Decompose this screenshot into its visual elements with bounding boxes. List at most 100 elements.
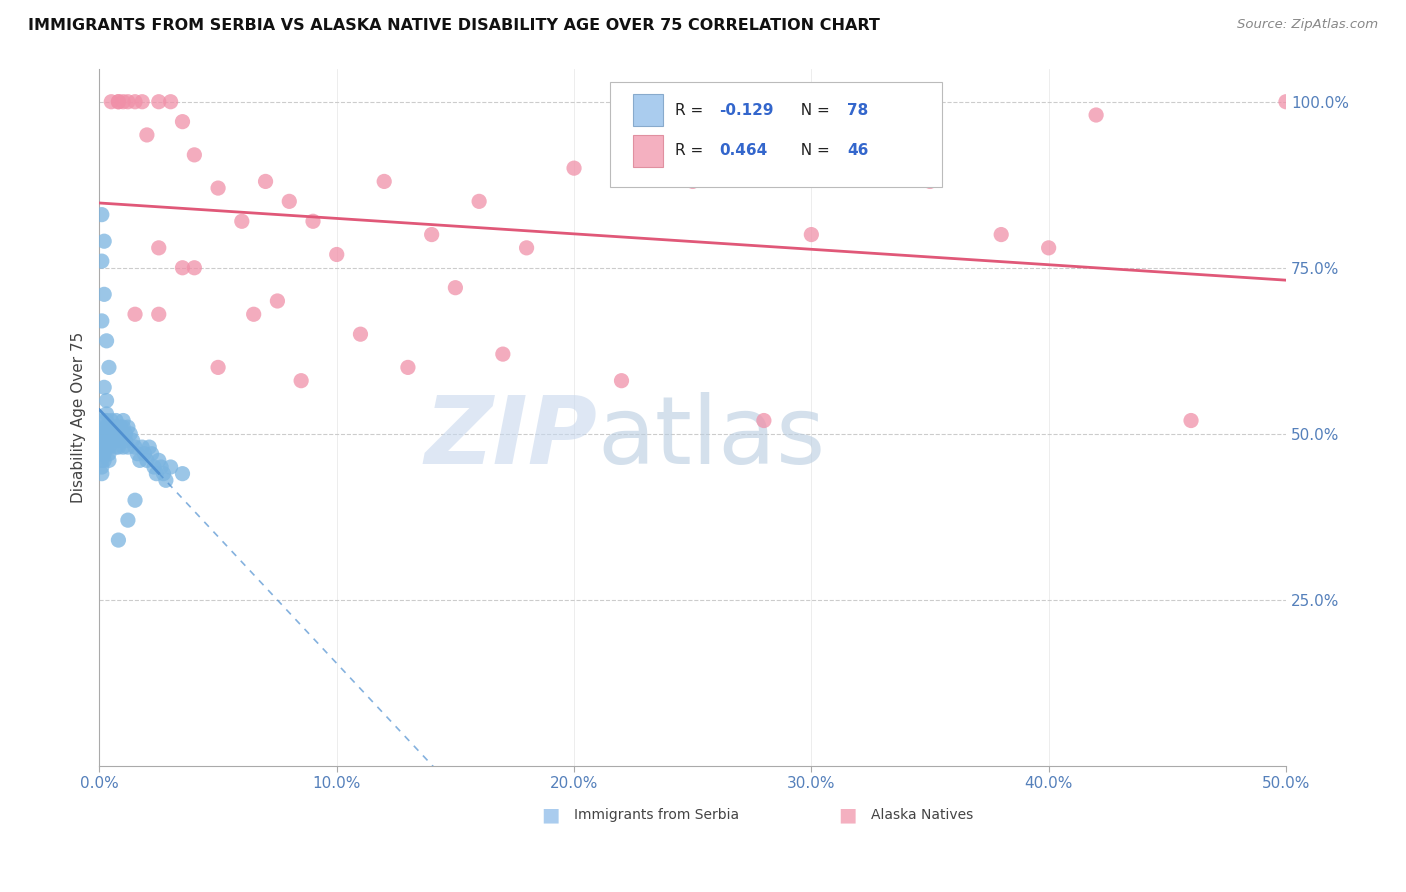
- Point: [93, 434, 115, 448]
- Text: N =: N =: [792, 103, 835, 118]
- Point: [114, 426, 136, 441]
- Point: [183, 148, 205, 162]
- Point: [93, 380, 115, 394]
- Point: [145, 467, 167, 481]
- Point: [107, 95, 129, 109]
- Point: [90, 460, 112, 475]
- Text: Source: ZipAtlas.com: Source: ZipAtlas.com: [1237, 18, 1378, 31]
- Text: 78: 78: [846, 103, 868, 118]
- Point: [93, 234, 115, 248]
- Text: R =: R =: [675, 144, 709, 158]
- Point: [124, 440, 146, 454]
- Point: [124, 493, 146, 508]
- Point: [97, 434, 120, 448]
- Point: [302, 214, 325, 228]
- Point: [138, 440, 160, 454]
- Point: [97, 453, 120, 467]
- Point: [90, 467, 112, 481]
- Point: [124, 95, 146, 109]
- Point: [100, 413, 122, 427]
- Point: [100, 426, 122, 441]
- Y-axis label: Disability Age Over 75: Disability Age Over 75: [72, 332, 86, 503]
- Point: [107, 95, 129, 109]
- Point: [117, 95, 139, 109]
- Point: [107, 426, 129, 441]
- Point: [96, 440, 118, 454]
- Point: [172, 114, 194, 128]
- Point: [290, 374, 312, 388]
- Point: [231, 214, 253, 228]
- Point: [105, 413, 128, 427]
- Point: [148, 241, 170, 255]
- Point: [97, 426, 120, 441]
- Point: [207, 181, 229, 195]
- Point: [444, 281, 467, 295]
- Point: [112, 95, 135, 109]
- Point: [420, 227, 443, 242]
- Point: [172, 467, 194, 481]
- Point: [93, 453, 115, 467]
- Point: [254, 174, 277, 188]
- Point: [468, 194, 491, 209]
- Point: [107, 533, 129, 547]
- Point: [96, 334, 118, 348]
- Point: [105, 440, 128, 454]
- Point: [141, 447, 163, 461]
- Point: [96, 426, 118, 441]
- Point: [114, 434, 136, 448]
- Point: [152, 467, 174, 481]
- Point: [90, 314, 112, 328]
- Point: [110, 420, 132, 434]
- Point: [127, 447, 149, 461]
- Point: [148, 453, 170, 467]
- Point: [159, 95, 181, 109]
- Point: [135, 453, 157, 467]
- Point: [1180, 413, 1202, 427]
- Point: [103, 420, 125, 434]
- Point: [117, 420, 139, 434]
- Point: [143, 460, 166, 475]
- Point: [682, 174, 704, 188]
- Point: [120, 426, 142, 441]
- Point: [103, 434, 125, 448]
- Point: [207, 360, 229, 375]
- Point: [131, 95, 153, 109]
- Point: [1275, 95, 1298, 109]
- Point: [103, 426, 125, 441]
- Point: [105, 420, 128, 434]
- Point: [562, 161, 585, 176]
- Point: [242, 307, 264, 321]
- Point: [159, 460, 181, 475]
- Text: ZIP: ZIP: [425, 392, 598, 484]
- Point: [96, 393, 118, 408]
- Text: IMMIGRANTS FROM SERBIA VS ALASKA NATIVE DISABILITY AGE OVER 75 CORRELATION CHART: IMMIGRANTS FROM SERBIA VS ALASKA NATIVE …: [28, 18, 880, 33]
- Point: [990, 227, 1012, 242]
- Text: atlas: atlas: [598, 392, 825, 484]
- Point: [278, 194, 301, 209]
- Point: [117, 513, 139, 527]
- Text: 0.464: 0.464: [718, 144, 768, 158]
- Point: [373, 174, 395, 188]
- Point: [124, 307, 146, 321]
- Point: [96, 434, 118, 448]
- Text: ■: ■: [541, 805, 560, 824]
- Point: [148, 307, 170, 321]
- Point: [155, 473, 177, 487]
- Point: [110, 426, 132, 441]
- Point: [97, 440, 120, 454]
- Point: [183, 260, 205, 275]
- Point: [112, 413, 135, 427]
- Point: [800, 227, 823, 242]
- Point: [349, 327, 371, 342]
- Point: [93, 413, 115, 427]
- Text: N =: N =: [792, 144, 835, 158]
- Point: [266, 293, 288, 308]
- Point: [752, 413, 775, 427]
- Point: [112, 420, 135, 434]
- FancyBboxPatch shape: [633, 95, 664, 126]
- Point: [107, 434, 129, 448]
- Point: [112, 440, 135, 454]
- Point: [93, 426, 115, 441]
- Point: [97, 360, 120, 375]
- Point: [93, 440, 115, 454]
